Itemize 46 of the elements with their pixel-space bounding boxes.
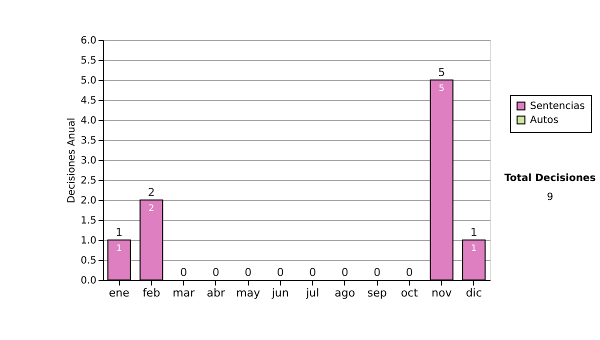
y-axis-title: Decisiones Anual — [66, 118, 78, 204]
y-tick-label: 5.5 — [80, 56, 96, 66]
y-tick-label: 3.0 — [80, 156, 96, 166]
x-tick-label: nov — [432, 286, 452, 300]
text: 9 — [546, 192, 554, 203]
y-tick-label: 2.0 — [80, 196, 96, 206]
text: Total Decisiones — [504, 173, 596, 184]
total-label: 5 — [438, 66, 446, 79]
x-tick-label: abr — [206, 286, 226, 300]
x-tick-label: ene — [108, 286, 130, 300]
total-label: 2 — [148, 186, 155, 199]
x-tick-label: ago — [334, 286, 356, 300]
total-label: 0 — [309, 266, 316, 279]
y-tick-label: 0.5 — [80, 256, 96, 266]
y-tick-label: 1.5 — [80, 216, 96, 226]
y-tick-label: 4.0 — [80, 116, 96, 126]
y-tick-label: 5.0 — [80, 76, 96, 86]
x-tick-label: oct — [400, 286, 419, 300]
legend-label: Autos — [530, 115, 558, 126]
total-label: 1 — [470, 226, 478, 239]
x-tick-label: jul — [305, 286, 320, 300]
x-tick-label: feb — [142, 286, 160, 300]
data-label: 1 — [116, 244, 122, 254]
legend-label: Sentencias — [530, 101, 585, 112]
x-tick-label: jun — [270, 286, 289, 300]
total-label: 0 — [244, 266, 252, 279]
y-tick-label: 3.5 — [80, 136, 96, 146]
total-label: 1 — [116, 226, 123, 239]
y-tick-label: 2.5 — [80, 176, 96, 186]
total-label: 0 — [406, 266, 413, 279]
y-tick-label: 4.5 — [80, 96, 96, 106]
total-label: 0 — [212, 266, 220, 279]
y-tick-label: 0.0 — [80, 276, 96, 286]
total-label: 0 — [341, 266, 348, 279]
x-tick-label: dic — [466, 286, 482, 300]
data-label: 5 — [438, 84, 444, 94]
data-label: 1 — [471, 244, 477, 254]
total-label: 0 — [374, 266, 381, 279]
x-tick-label: mar — [172, 286, 196, 300]
y-tick-label: 6.0 — [80, 36, 96, 46]
y-tick-label: 1.0 — [80, 236, 96, 246]
x-tick-label: may — [236, 286, 261, 300]
total-label: 0 — [276, 266, 284, 279]
x-tick-label: sep — [367, 286, 387, 300]
data-label: 2 — [148, 204, 154, 214]
total-label: 0 — [180, 266, 188, 279]
